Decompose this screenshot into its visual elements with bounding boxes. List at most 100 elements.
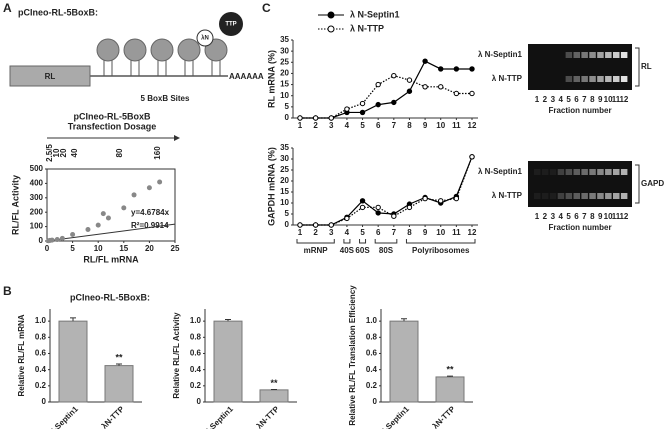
y-tick-label: 0.2 xyxy=(366,381,378,390)
gel-band xyxy=(573,169,580,175)
x-tick-label: 7 xyxy=(392,121,397,130)
gel-band xyxy=(565,193,573,199)
gel-band xyxy=(541,169,549,175)
marker xyxy=(328,222,334,228)
gel-band xyxy=(565,52,573,58)
y-axis-label: GAPDH mRNA (%) xyxy=(266,147,276,226)
gel-band xyxy=(589,76,596,82)
point xyxy=(105,215,111,221)
gel-band xyxy=(534,193,541,199)
gel-band xyxy=(613,76,620,82)
y-tick-label: 0.6 xyxy=(35,349,47,358)
point xyxy=(157,179,163,185)
gel-band xyxy=(581,52,588,58)
x-tick-label: 6 xyxy=(376,121,381,130)
gel-band xyxy=(620,76,628,82)
bar xyxy=(104,365,134,403)
gel-band xyxy=(605,193,612,199)
gel-band xyxy=(581,169,588,175)
significance: ** xyxy=(446,364,454,374)
reporter-label: RL xyxy=(45,72,56,81)
y-tick-label: 0 xyxy=(285,113,290,122)
y-tick-label: 0 xyxy=(373,397,378,406)
y-tick-label: 25 xyxy=(280,57,289,66)
marker xyxy=(422,84,428,90)
gel-band xyxy=(534,169,541,175)
gel-band xyxy=(613,193,620,199)
gel-band xyxy=(565,76,573,82)
marker xyxy=(469,154,475,160)
y-tick-label: 1.0 xyxy=(366,316,378,325)
gel-band xyxy=(573,193,580,199)
x-tick-label: 8 xyxy=(407,228,412,237)
x-tick-label: 12 xyxy=(468,228,477,237)
gel-xlabel: Fraction number xyxy=(548,223,611,232)
lane-number: 9 xyxy=(598,95,603,104)
probe-label: GAPDH xyxy=(641,179,664,188)
y-tick-label: 0.8 xyxy=(35,332,47,341)
group-bracket xyxy=(296,239,335,244)
y-tick-label: 100 xyxy=(30,222,44,231)
dosage-label: 160 xyxy=(153,146,162,160)
y-tick-label: 0.2 xyxy=(35,381,47,390)
significance: ** xyxy=(115,352,123,362)
y-tick-label: 0.4 xyxy=(190,365,202,374)
y-tick-label: 1.0 xyxy=(35,316,47,325)
gel-band xyxy=(613,169,620,175)
y-tick-label: 0 xyxy=(285,220,290,229)
point xyxy=(54,237,60,243)
lane-number: 12 xyxy=(619,95,628,104)
bar xyxy=(58,320,88,403)
protein-label: TTP xyxy=(225,22,236,28)
lane-number: 11 xyxy=(612,212,621,221)
marker xyxy=(359,198,366,204)
marker xyxy=(406,77,413,83)
group-bracket xyxy=(374,239,398,244)
y-axis-label: Relative RL/FL Translation Efficiency xyxy=(348,285,357,426)
x-tick-label: 5 xyxy=(70,244,75,253)
marker xyxy=(438,66,444,72)
bar xyxy=(213,320,243,403)
trend-line xyxy=(46,223,176,242)
panel-letter: A xyxy=(3,1,12,15)
lane-number: 5 xyxy=(566,95,571,104)
y-tick-label: 0.6 xyxy=(190,349,202,358)
y-tick-label: 0.2 xyxy=(190,381,202,390)
legend-marker xyxy=(327,11,335,19)
x-tick-label: 8 xyxy=(407,121,412,130)
marker xyxy=(344,215,350,222)
x-tick-label: λN-Septin1 xyxy=(44,404,80,429)
x-tick-label: 25 xyxy=(171,244,180,253)
y-tick-label: 10 xyxy=(280,91,289,100)
construct-diagram xyxy=(9,12,243,87)
x-tick-label: 1 xyxy=(298,228,303,237)
point xyxy=(121,205,127,211)
x-tick-label: 9 xyxy=(423,121,428,130)
marker xyxy=(297,222,303,228)
lane-number: 3 xyxy=(551,212,556,221)
gel-row-label: λ N-Septin1 xyxy=(478,167,523,176)
marker xyxy=(359,109,366,116)
gel-band xyxy=(605,76,612,82)
gel-band xyxy=(620,193,628,199)
x-tick-label: 15 xyxy=(119,244,128,253)
y-tick-label: 0 xyxy=(197,397,202,406)
y-axis-label: Relative RL/FL mRNA xyxy=(17,314,26,396)
marker xyxy=(328,115,334,121)
lane-number: 6 xyxy=(574,212,579,221)
lane-number: 2 xyxy=(543,212,548,221)
error-bar xyxy=(447,375,453,377)
marker xyxy=(422,58,428,64)
gel-row-label: λ N-TTP xyxy=(492,191,523,200)
marker xyxy=(391,72,397,79)
y-tick-label: 20 xyxy=(280,69,289,78)
gel-band xyxy=(573,76,580,82)
marker xyxy=(359,100,366,107)
lane-number: 4 xyxy=(558,212,563,221)
lane-number: 8 xyxy=(590,95,595,104)
point xyxy=(85,226,91,232)
point xyxy=(100,211,106,217)
y-tick-label: 1.0 xyxy=(190,316,202,325)
group-bracket xyxy=(343,239,351,244)
